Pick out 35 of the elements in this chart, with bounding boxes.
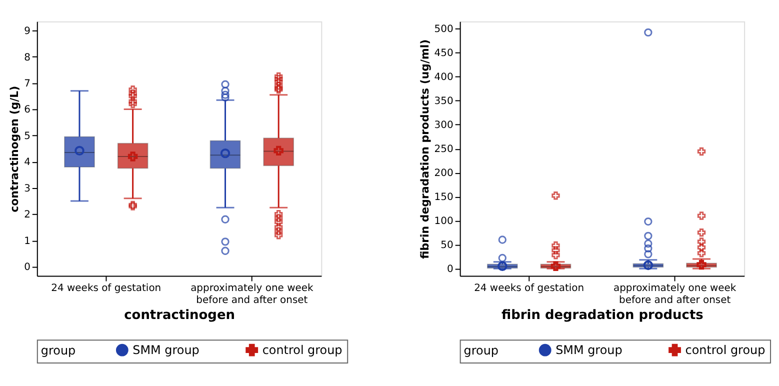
x-tick-label: 24 weeks of gestation <box>51 283 162 294</box>
y-tick-label: 2 <box>24 210 30 221</box>
y-tick-label: 200 <box>434 168 454 180</box>
y-tick-label: 1 <box>24 236 30 247</box>
y-axis-title: contractinogen (g/L) <box>8 86 22 212</box>
x-axis-title: contractinogen <box>124 308 235 324</box>
y-tick-label: 0 <box>24 262 30 274</box>
y-tick-label: 300 <box>434 120 454 132</box>
legend-title: group <box>40 344 76 358</box>
y-tick-label: 250 <box>434 144 454 156</box>
y-axis-title: fibrin degradation products (ug/ml) <box>418 39 432 259</box>
legend-label: SMM group <box>556 343 622 358</box>
y-tick-label: 9 <box>24 26 30 38</box>
y-tick-label: 400 <box>434 72 454 84</box>
x-tick-label: 24 weeks of gestation <box>474 283 584 294</box>
x-tick-label: approximately one week before and after onset <box>190 283 314 306</box>
legend-title: group <box>464 344 499 358</box>
y-tick-label: 4 <box>24 157 30 168</box>
y-tick-label: 450 <box>434 48 454 60</box>
legend-label: control group <box>685 343 766 358</box>
y-tick-label: 0 <box>446 264 454 276</box>
y-tick-label: 7 <box>24 78 30 90</box>
y-tick-label: 350 <box>434 96 454 108</box>
y-tick-label: 500 <box>434 24 454 36</box>
y-tick-label: 6 <box>24 104 30 116</box>
x-axis-title: fibrin degradation products <box>502 308 704 324</box>
legend-label: control group <box>262 343 342 358</box>
y-tick-label: 3 <box>24 183 30 194</box>
y-tick-label: 100 <box>434 216 454 228</box>
y-tick-label: 8 <box>24 52 30 64</box>
y-tick-label: 50 <box>440 240 454 252</box>
legend-label: SMM group <box>132 343 200 358</box>
x-tick-label: approximately one week before and after onset <box>613 283 736 306</box>
y-tick-label: 150 <box>434 192 454 204</box>
y-tick-label: 5 <box>24 130 30 142</box>
